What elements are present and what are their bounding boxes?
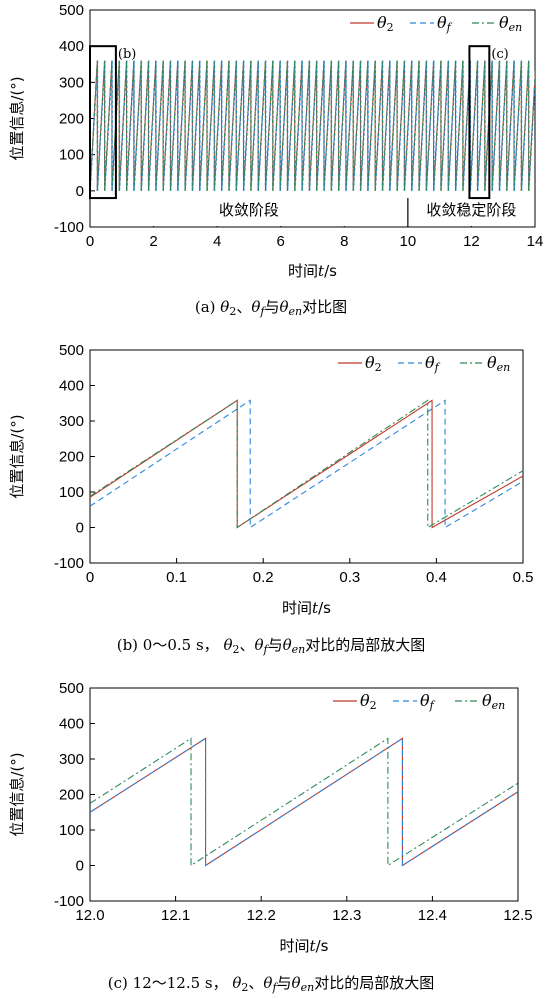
x-tick-label: 8 [340, 233, 348, 250]
legend-label-f: θf [420, 691, 436, 712]
legend: θ2 θf θen [333, 691, 505, 712]
y-tick-label: 0 [76, 520, 84, 537]
y-tick-label: 500 [59, 342, 84, 359]
legend: θ2 θf θen [350, 13, 522, 34]
y-tick-label: 0 [76, 183, 84, 200]
x-tick-label: 12.3 [332, 907, 361, 924]
series-line-en [90, 399, 523, 529]
y-tick-label: 400 [59, 716, 84, 733]
x-axis-label: 时间t/s [280, 937, 329, 955]
y-tick-label: 0 [76, 858, 84, 875]
x-axis-label: 时间t/s [288, 262, 337, 280]
y-tick-label: 300 [59, 413, 84, 430]
y-tick-label: -100 [54, 219, 84, 236]
x-tick-label: 2 [149, 233, 157, 250]
x-tick-label: 12.2 [247, 907, 276, 924]
x-tick-label: 0 [86, 569, 94, 586]
legend: θ2 θf θen [338, 353, 510, 374]
y-tick-label: 300 [59, 751, 84, 768]
x-tick-label: 12 [463, 233, 480, 250]
plot-area [90, 399, 523, 529]
y-tick-label: 100 [59, 822, 84, 839]
legend-label-2: θ2 [377, 13, 394, 34]
zoom-box-c [468, 45, 491, 200]
y-tick-label: 500 [59, 680, 84, 697]
phase-band [91, 198, 534, 226]
x-tick-label: 12.1 [161, 907, 190, 924]
legend-label-en: θen [487, 353, 510, 374]
x-tick-label: 0.2 [253, 569, 274, 586]
plot-frame [89, 349, 524, 564]
legend-label-f: θf [437, 13, 453, 34]
series-line-2 [90, 399, 523, 529]
x-tick-label: 0.5 [513, 569, 534, 586]
y-tick-label: -100 [54, 893, 84, 910]
x-tick-label: 6 [277, 233, 285, 250]
y-tick-label: 400 [59, 38, 84, 55]
x-tick-label: 12.4 [418, 907, 447, 924]
zoom-box-c-label: (c) [491, 47, 508, 62]
y-axis-label: 位置信息/(°) [8, 414, 26, 498]
figure-caption: (b) 0～0.5 s， θ2​、θf​与θen​对比的局部放大图 [117, 636, 426, 656]
x-tick-label: 0.4 [426, 569, 447, 586]
legend-label-f: θf [425, 353, 441, 374]
legend-label-en: θen [482, 691, 505, 712]
x-tick-label: 10 [400, 233, 417, 250]
y-tick-label: 100 [59, 484, 84, 501]
y-tick-label: 200 [59, 449, 84, 466]
series-line-f [90, 737, 518, 867]
y-tick-label: 300 [59, 74, 84, 91]
legend-label-2: θ2 [365, 353, 382, 374]
chart-panel-c: -100 0 100 200 300 400 500 12.0 12.1 12.2 12.3 12.4… [8, 680, 533, 994]
phase-label-converge: 收敛阶段 [219, 201, 279, 219]
x-axis-label: 时间t/s [282, 599, 331, 617]
y-axis-label: 位置信息/(°) [8, 752, 26, 836]
zoom-box-b-label: (b) [118, 47, 136, 62]
series-line-f [90, 399, 523, 529]
x-tick-label: 0.1 [166, 569, 187, 586]
plot-area [90, 58, 535, 226]
phase-label-stable: 收敛稳定阶段 [426, 201, 516, 219]
x-tick-label: 14 [527, 233, 543, 250]
x-tick-label: 12.5 [503, 907, 532, 924]
zoom-box-b [89, 45, 117, 200]
figure-caption: (a) θ2​、θf​与θen​对比图 [195, 298, 347, 318]
x-tick-label: 0.3 [339, 569, 360, 586]
legend-label-2: θ2 [360, 691, 377, 712]
plot-frame [89, 9, 536, 228]
y-tick-label: 200 [59, 787, 84, 804]
x-tick-label: 0 [86, 233, 94, 250]
plot-frame [89, 687, 519, 902]
y-tick-label: 500 [59, 2, 84, 19]
y-tick-label: 400 [59, 378, 84, 395]
x-tick-label: 12.0 [75, 907, 104, 924]
plot-area [90, 737, 518, 867]
series-line-en [90, 737, 518, 867]
legend-label-en: θen [499, 13, 522, 34]
y-axis-label: 位置信息/(°) [8, 76, 26, 160]
y-tick-label: 200 [59, 111, 84, 128]
y-tick-label: -100 [54, 555, 84, 572]
y-tick-label: 100 [59, 147, 84, 164]
x-tick-label: 4 [213, 233, 221, 250]
figure-caption: (c) 12～12.5 s， θ2​、θf​与θen​对比的局部放大图 [108, 974, 434, 994]
